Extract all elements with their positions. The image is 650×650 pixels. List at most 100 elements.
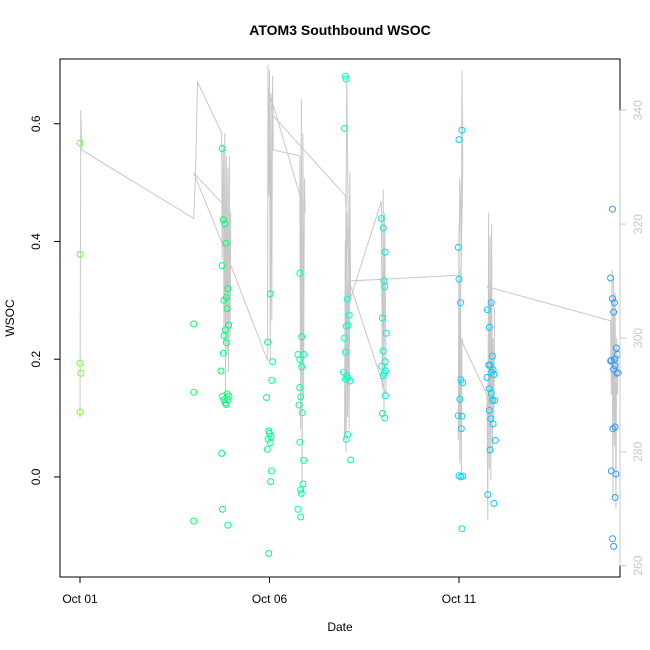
data-point <box>190 388 198 396</box>
data-point <box>610 542 618 550</box>
data-point <box>345 311 353 319</box>
data-point <box>382 329 390 337</box>
data-point <box>341 125 348 132</box>
data-point <box>295 401 303 409</box>
data-point <box>267 433 275 441</box>
data-point <box>611 362 619 370</box>
data-point <box>491 396 499 404</box>
data-point <box>266 290 274 298</box>
data-point <box>455 275 463 283</box>
data-point <box>298 333 306 341</box>
data-point <box>76 359 84 367</box>
y-tick-label-left: 0.2 <box>29 351 43 368</box>
data-point <box>220 332 228 340</box>
series-points <box>76 72 622 557</box>
chart-title: ATOM3 Southbound WSOC <box>249 22 430 38</box>
data-point <box>263 445 271 453</box>
data-point <box>296 269 304 277</box>
data-point <box>609 535 616 543</box>
data-point <box>377 215 385 222</box>
data-point <box>488 352 496 360</box>
data-point <box>456 395 464 403</box>
data-point <box>219 216 227 224</box>
data-point <box>218 449 226 457</box>
data-point <box>487 299 495 307</box>
data-point <box>344 431 352 439</box>
data-point <box>346 377 354 385</box>
data-point <box>267 478 275 486</box>
data-point <box>263 394 270 401</box>
y-tick-label-right: 340 <box>631 100 645 120</box>
data-point <box>488 368 496 376</box>
data-point <box>341 348 349 356</box>
data-point <box>607 357 615 365</box>
data-point <box>76 408 84 416</box>
data-point <box>491 436 499 444</box>
data-point <box>347 456 355 464</box>
data-point <box>610 308 618 316</box>
data-point <box>484 491 492 499</box>
x-axis: Oct 01 Oct 06 Oct 11 <box>62 576 477 606</box>
data-point <box>483 374 491 381</box>
data-point <box>264 338 272 346</box>
data-point <box>265 550 273 557</box>
data-point <box>458 412 466 420</box>
data-point <box>458 525 466 533</box>
data-point <box>454 243 462 251</box>
data-point <box>221 220 229 228</box>
series-line-path <box>79 64 619 521</box>
data-point <box>485 406 493 414</box>
data-point <box>487 389 495 397</box>
data-point <box>300 351 308 358</box>
data-point <box>222 339 230 347</box>
x-tick-label: Oct 11 <box>442 592 477 606</box>
y-axis-label: WSOC <box>3 299 17 337</box>
data-point <box>459 472 467 480</box>
data-point <box>223 305 231 313</box>
data-point <box>458 126 466 134</box>
data-point <box>296 384 304 391</box>
y-axis-left: 0.0 0.2 0.4 0.6 <box>29 115 61 485</box>
data-point <box>488 396 496 404</box>
data-point <box>220 296 228 304</box>
y-tick-label-right: 280 <box>631 441 645 461</box>
data-point <box>342 75 350 83</box>
data-point <box>381 358 389 366</box>
data-point <box>490 499 498 507</box>
data-point <box>225 321 233 329</box>
x-tick-label: Oct 06 <box>252 592 288 606</box>
data-point <box>341 375 349 383</box>
data-point <box>218 262 226 270</box>
y-tick-label-left: 0.0 <box>29 468 43 485</box>
data-point <box>269 358 276 366</box>
data-point <box>219 505 226 513</box>
data-point <box>381 283 389 291</box>
data-point <box>457 299 464 307</box>
data-point <box>485 385 493 393</box>
data-point <box>297 513 305 521</box>
data-point <box>298 409 306 417</box>
data-point <box>609 295 616 303</box>
data-point <box>610 299 618 307</box>
data-point <box>381 414 389 422</box>
data-point <box>296 356 304 364</box>
data-point <box>217 367 225 375</box>
data-point <box>609 425 617 433</box>
data-point <box>485 361 493 369</box>
data-point <box>342 322 350 330</box>
y-tick-label-right: 300 <box>631 328 645 348</box>
data-point <box>485 323 493 331</box>
data-point <box>297 393 305 401</box>
data-point <box>299 480 307 488</box>
data-point <box>607 274 615 282</box>
data-point <box>457 425 465 433</box>
data-point <box>300 456 308 464</box>
data-point <box>611 423 619 431</box>
data-point <box>222 401 230 408</box>
data-point <box>298 363 306 371</box>
data-point <box>489 420 497 428</box>
data-point <box>219 349 227 357</box>
data-point <box>459 379 467 387</box>
data-point <box>343 295 351 303</box>
